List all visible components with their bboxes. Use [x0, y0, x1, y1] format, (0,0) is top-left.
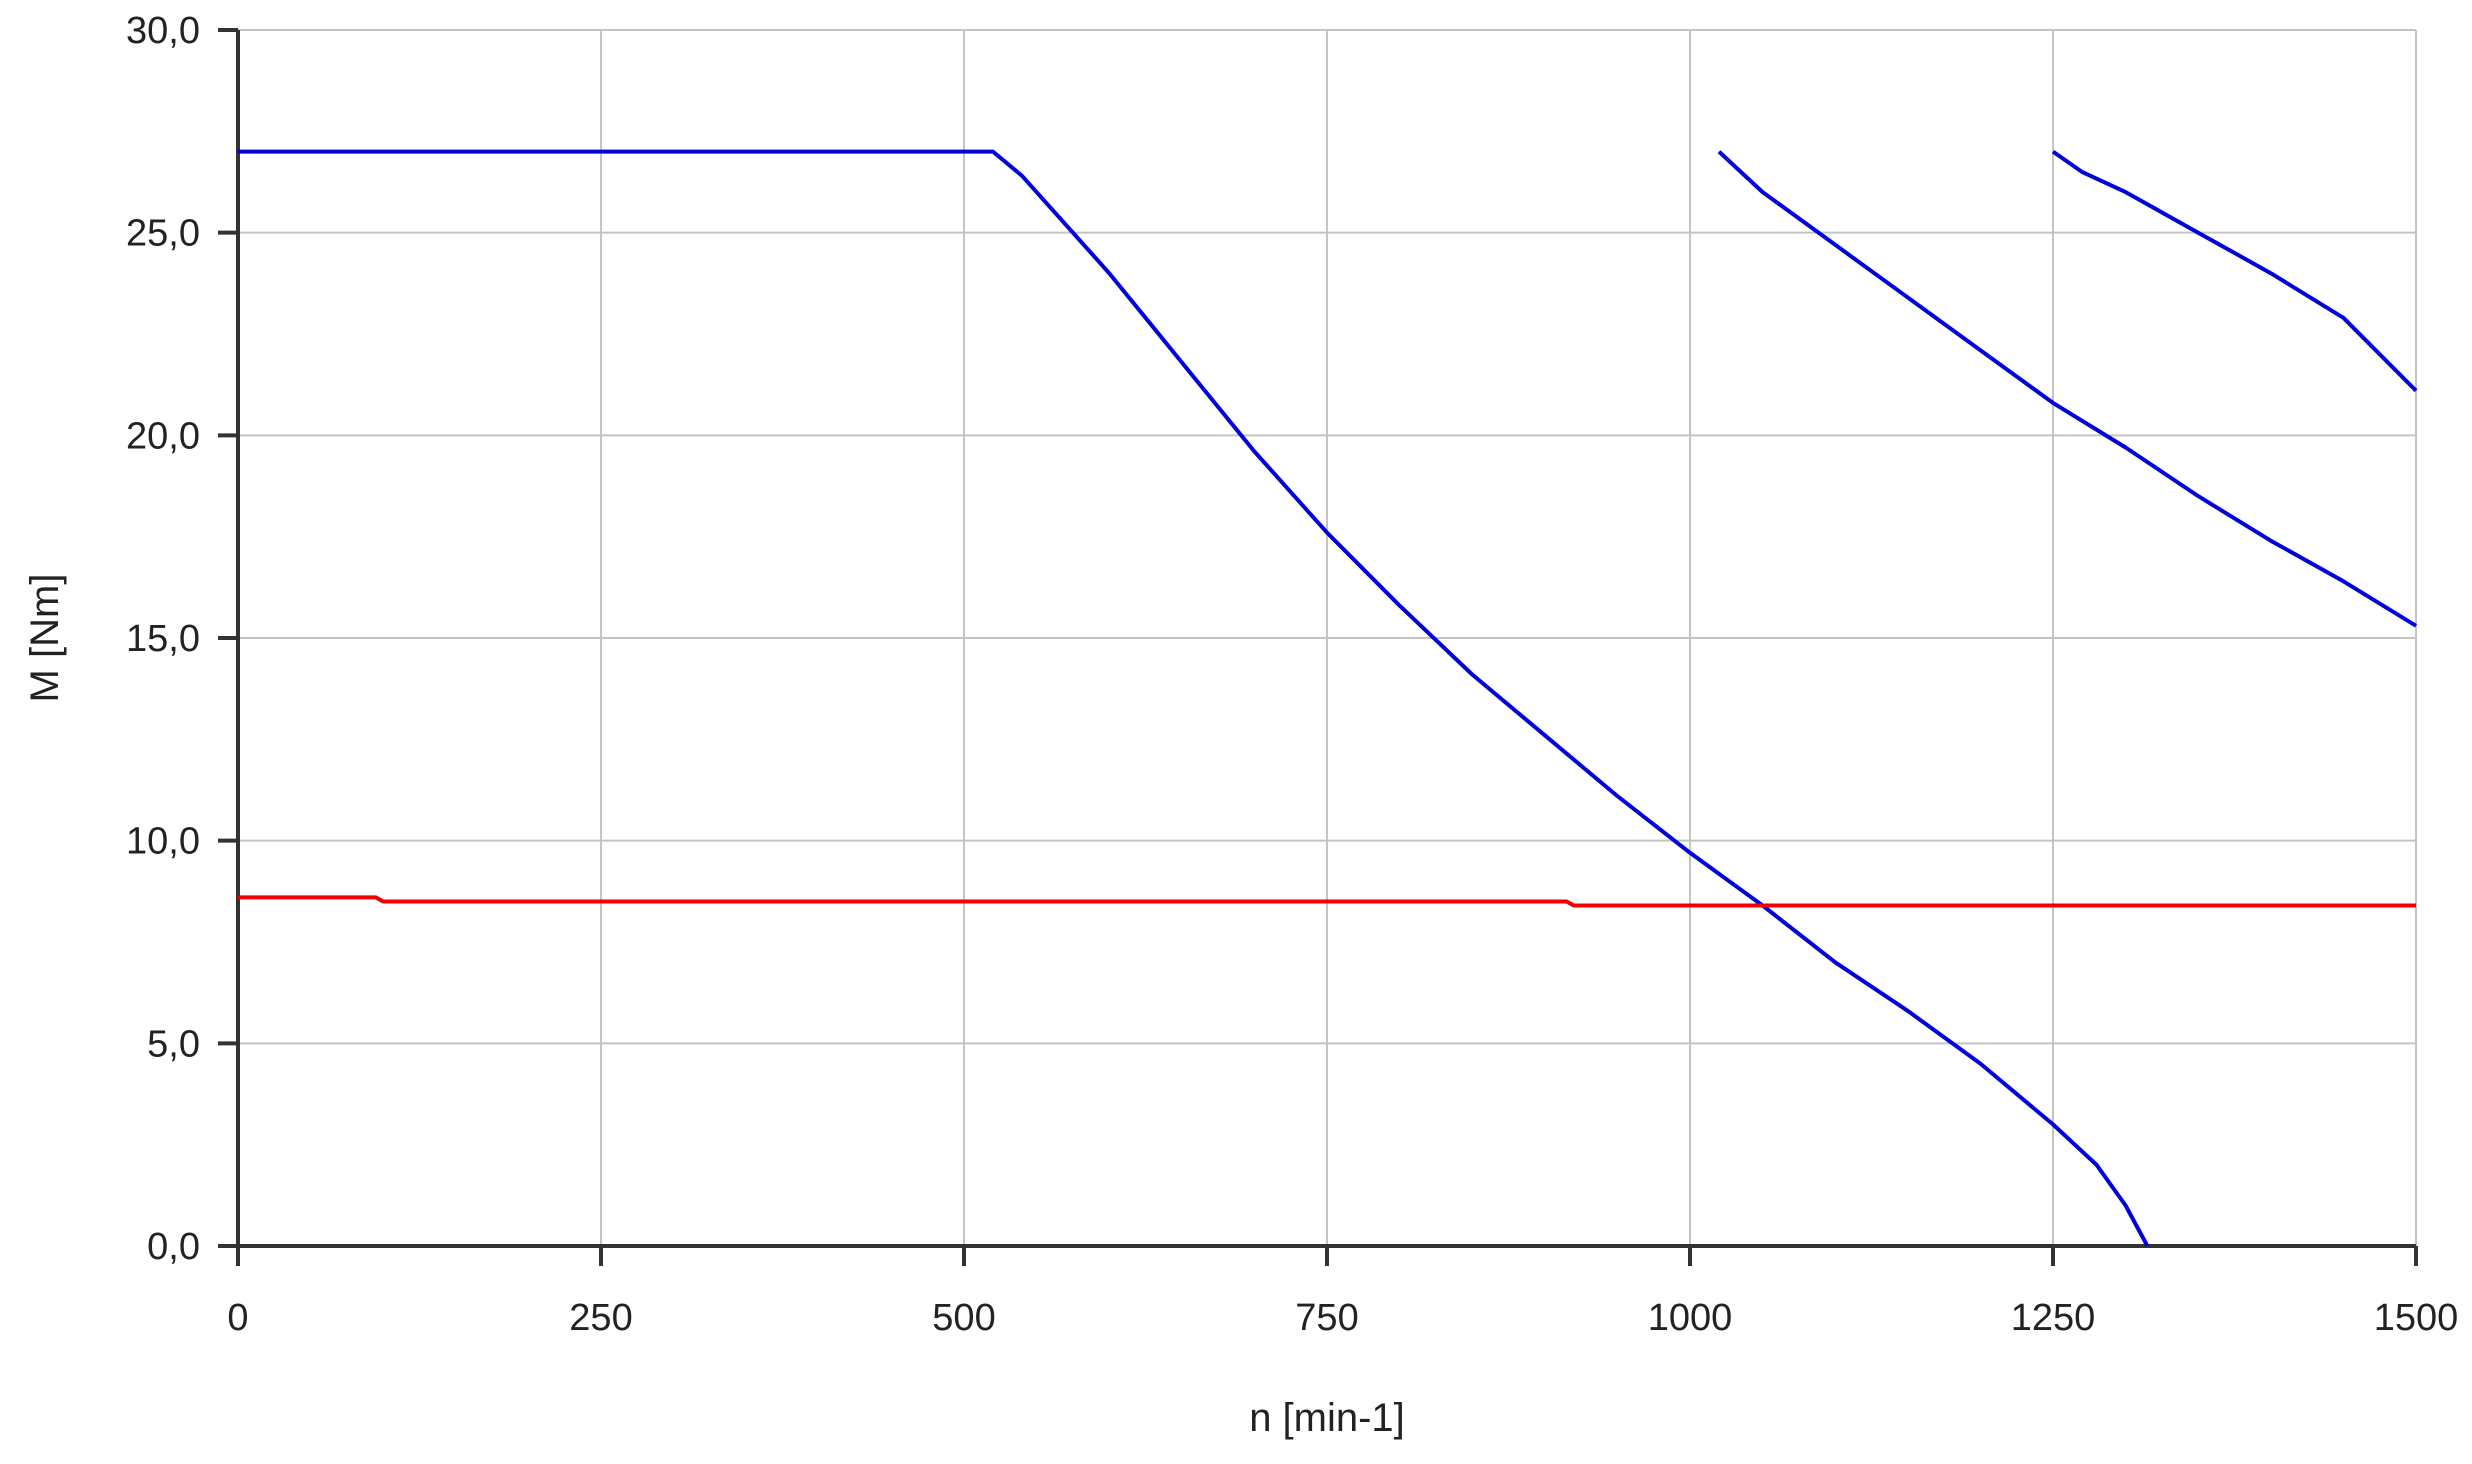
y-tick-label: 25,0	[126, 213, 200, 255]
series	[238, 149, 2418, 1247]
x-tick-label: 0	[227, 1297, 248, 1339]
tick-labels: 0,0 5,0 10,0 15,0 20,0 25,0 30,0 0 250 500 750 1000…	[126, 10, 2458, 1339]
series-line	[238, 149, 2150, 1247]
series-line	[238, 895, 2416, 908]
y-tick-label: 20,0	[126, 415, 200, 457]
x-axis-label: n [min-1]	[1249, 1396, 1405, 1440]
y-tick-label: 30,0	[126, 10, 200, 52]
x-tick-label: 500	[932, 1297, 995, 1339]
y-tick-label: 0,0	[147, 1226, 200, 1268]
y-tick-label: 15,0	[126, 618, 200, 660]
axes	[218, 28, 2418, 1266]
x-tick-label: 1500	[2374, 1297, 2459, 1339]
y-tick-label: 10,0	[126, 821, 200, 863]
x-tick-label: 250	[569, 1297, 632, 1339]
x-tick-label: 1250	[2011, 1297, 2096, 1339]
series-line	[2051, 149, 2418, 393]
x-tick-label: 1000	[1648, 1297, 1733, 1339]
series-line	[1717, 150, 2418, 628]
y-axis-label: M [Nm]	[23, 574, 67, 703]
y-tick-label: 5,0	[147, 1023, 200, 1065]
x-tick-label: 750	[1295, 1297, 1358, 1339]
grid	[238, 29, 2417, 1246]
